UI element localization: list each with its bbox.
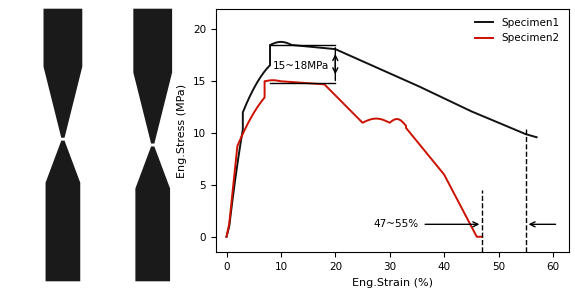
Specimen2 [371, 117, 378, 120]
Specimen1 [374, 66, 381, 70]
Specimen1 [223, 235, 230, 238]
Text: 15~18MPa: 15~18MPa [273, 61, 329, 71]
Specimen1 [382, 70, 389, 73]
Specimen1 [348, 55, 355, 58]
Specimen2 [361, 120, 368, 124]
Line: Specimen2: Specimen2 [227, 80, 482, 237]
Legend: Specimen1, Specimen2: Specimen1, Specimen2 [470, 14, 564, 48]
Polygon shape [44, 9, 82, 138]
Specimen1 [240, 108, 247, 112]
Specimen2 [262, 79, 269, 83]
Polygon shape [133, 9, 172, 144]
Specimen2 [269, 79, 276, 82]
X-axis label: Eng.Strain (%): Eng.Strain (%) [352, 278, 433, 288]
Specimen2 [471, 231, 478, 234]
Polygon shape [135, 146, 170, 281]
Specimen2 [455, 200, 462, 203]
Line: Specimen1: Specimen1 [227, 42, 536, 237]
Text: 47~55%: 47~55% [373, 219, 419, 229]
Y-axis label: Eng.Stress (MPa): Eng.Stress (MPa) [177, 84, 187, 177]
Specimen1 [277, 40, 284, 44]
Specimen1 [533, 135, 540, 139]
Specimen2 [226, 222, 233, 226]
Specimen1 [507, 126, 513, 129]
Specimen2 [479, 235, 486, 238]
Specimen1 [403, 79, 410, 82]
Specimen2 [223, 235, 230, 238]
Polygon shape [45, 141, 80, 281]
